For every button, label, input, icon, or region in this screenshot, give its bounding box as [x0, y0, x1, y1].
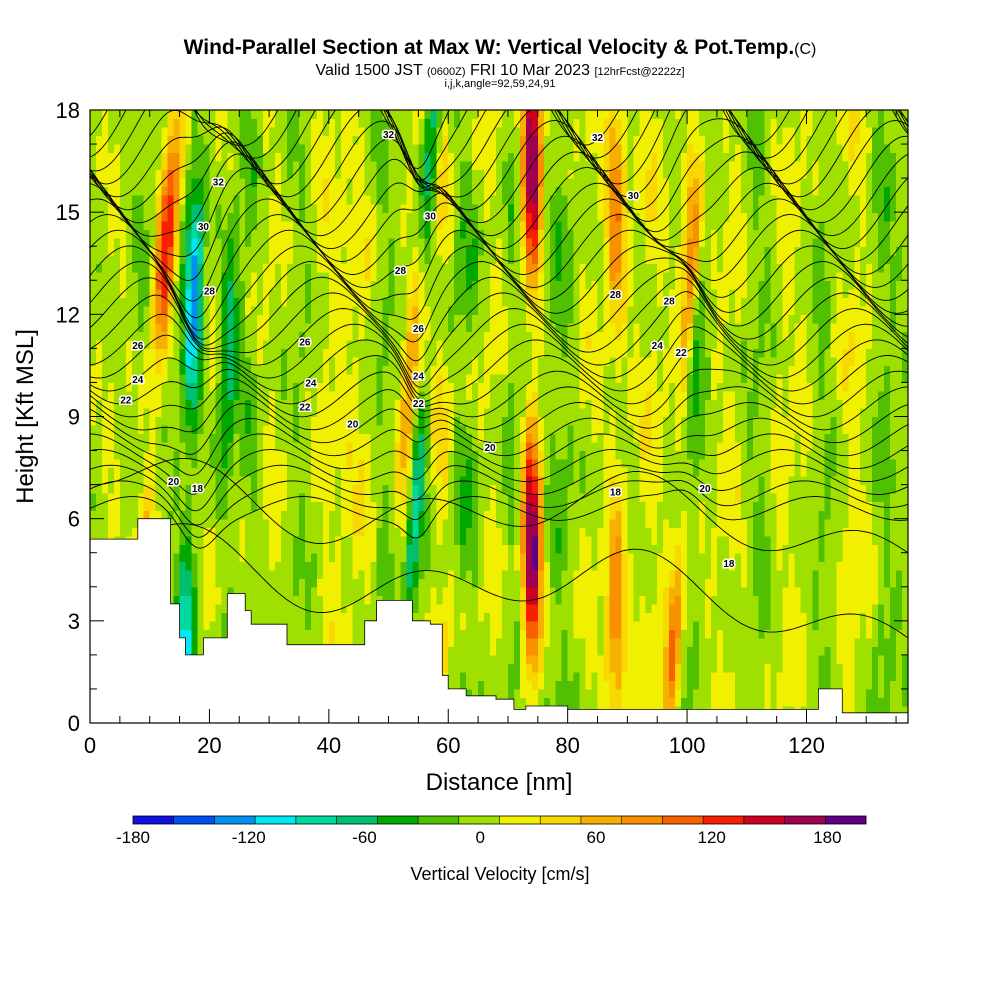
x-tick-label: 120 — [788, 733, 825, 758]
colorbar-swatch — [214, 816, 256, 824]
contour-label: 28 — [664, 297, 676, 308]
y-tick-label: 18 — [56, 98, 80, 123]
colorbar-tick-label: 120 — [697, 828, 725, 847]
valid-zulu: (0600Z) — [426, 66, 466, 78]
colorbar-swatch — [336, 816, 378, 824]
x-tick-label: 20 — [197, 733, 221, 758]
colorbar-swatch — [133, 816, 175, 824]
axis-ticks — [89, 109, 908, 724]
x-tick-label: 80 — [555, 733, 579, 758]
colorbar: -180 -120 -60 0 60 120 180 Vertical Velocity [c… — [116, 815, 867, 884]
x-axis-label: Distance [nm] — [426, 769, 573, 796]
colorbar-swatch — [580, 816, 622, 824]
colorbar-swatch — [662, 816, 704, 824]
y-tick-label: 15 — [56, 200, 80, 225]
colorbar-tick-label: -180 — [116, 828, 150, 847]
colorbar-swatch — [703, 816, 745, 824]
colorbar-swatch — [458, 816, 500, 824]
contour-label: 30 — [425, 212, 437, 223]
contour-label: 22 — [299, 402, 311, 413]
valid-date: FRI 10 Mar 2023 — [469, 62, 591, 79]
contour-label: 20 — [347, 419, 359, 430]
colorbar-tick-label: 0 — [475, 828, 484, 847]
contour-label: 30 — [628, 191, 640, 202]
colorbar-swatch — [784, 816, 826, 824]
colorbar-tick-label: -60 — [352, 828, 377, 847]
valid-time-line: Valid 1500 JST (0600Z) FRI 10 Mar 2023 [… — [0, 62, 1000, 80]
contour-label: 28 — [395, 266, 407, 277]
colorbar-swatch — [621, 816, 663, 824]
y-tick-label: 0 — [68, 711, 80, 736]
y-tick-label: 9 — [68, 405, 80, 430]
contour-label: 24 — [305, 378, 317, 389]
colorbar-swatch — [540, 816, 582, 824]
x-tick-label: 100 — [669, 733, 706, 758]
contour-label: 26 — [132, 341, 144, 352]
contour-label: 18 — [192, 484, 204, 495]
contour-label: 28 — [204, 286, 216, 297]
chart-title: Wind-Parallel Section at Max W: Vertical… — [0, 36, 1000, 60]
colorbar-swatch — [173, 816, 215, 824]
indices-line: i,j,k,angle=92,59,24,91 — [444, 78, 556, 90]
y-tick-label: 6 — [68, 507, 80, 532]
x-tick-label: 0 — [84, 733, 96, 758]
contour-label: 26 — [299, 338, 311, 349]
y-axis-label: Height [Kft MSL] — [12, 329, 39, 504]
copyright-mark: (C) — [794, 41, 817, 58]
contour-label: 32 — [592, 133, 604, 144]
colorbar-swatch — [295, 816, 337, 824]
contour-label: 22 — [676, 348, 688, 359]
contour-label: 24 — [132, 375, 144, 386]
velocity-field — [90, 110, 908, 723]
y-tick-label: 3 — [68, 609, 80, 634]
contour-label: 18 — [723, 559, 735, 570]
contour-label: 22 — [413, 399, 425, 410]
colorbar-tick-label: -120 — [232, 828, 266, 847]
colorbar-swatch — [825, 816, 867, 824]
x-tick-label: 60 — [436, 733, 460, 758]
colorbar-swatch — [499, 816, 541, 824]
contour-label: 24 — [652, 341, 664, 352]
colorbar-swatch — [255, 816, 297, 824]
contour-label: 24 — [413, 372, 425, 383]
colorbar-label: Vertical Velocity [cm/s] — [410, 864, 589, 884]
colorbar-swatch — [743, 816, 785, 824]
contour-label: 30 — [198, 222, 210, 233]
contour-label: 20 — [484, 443, 496, 454]
contour-label: 32 — [213, 178, 225, 189]
colorbar-tick-label: 180 — [813, 828, 841, 847]
contour-label: 18 — [610, 487, 622, 498]
contour-label: 20 — [699, 484, 711, 495]
x-tick-label: 40 — [317, 733, 341, 758]
title-text: Wind-Parallel Section at Max W: Vertical… — [183, 36, 795, 59]
pot-temp-contours — [90, 110, 908, 639]
contour-label: 32 — [383, 130, 395, 141]
contour-label: 26 — [413, 324, 425, 335]
colorbar-tick-label: 60 — [586, 828, 605, 847]
colorbar-swatch — [377, 816, 419, 824]
y-tick-label: 12 — [56, 302, 80, 327]
contour-label: 28 — [610, 290, 622, 301]
valid-forecast: [12hrFcst@2222z] — [594, 66, 685, 78]
contour-label: 20 — [168, 477, 180, 488]
valid-prefix: Valid 1500 JST — [315, 62, 423, 79]
colorbar-swatch — [418, 816, 460, 824]
contour-label: 22 — [120, 395, 132, 406]
